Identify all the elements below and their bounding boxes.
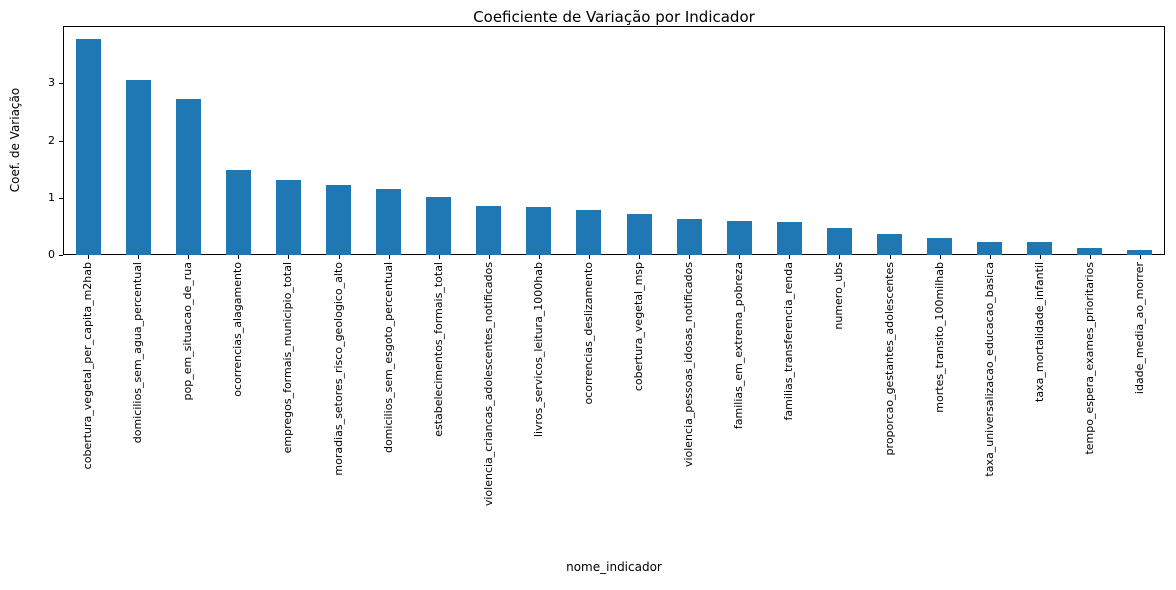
x-tick-label: ocorrencias_deslizamento [581,262,595,405]
bar-moradias_setores_risco_geologico_alto [326,184,351,255]
x-axis-label: nome_indicador [566,560,662,574]
bar-taxa_mortalidade_infantil [1027,242,1053,255]
x-tick-mark [438,255,440,259]
y-tick-label: 1 [48,190,55,204]
bar-idade_media_ao_morrer [1127,249,1153,255]
x-tick-label: livros_servicos_leitura_1000hab [531,262,545,438]
bar-mortes_transito_100milhab [927,237,953,255]
x-tick-mark [689,255,691,259]
bar-cobertura_vegetal_msp [626,213,652,255]
x-tick-mark [639,255,641,259]
x-tick-label: violencia_pessoas_idosas_notificados [682,262,696,468]
bar-tempo_espera_exames_prioritarios [1077,247,1103,255]
x-tick-mark [889,255,891,259]
bar-domicilios_sem_esgoto_percentual [376,188,402,255]
bar-familias_em_extrema_pobreza [726,221,752,255]
x-tick-label: cobertura_vegetal_per_capita_m2hab [81,262,95,470]
x-tick-label: ocorrencias_alagamento [231,262,245,397]
bar-proporcao_gestantes_adolescentes [877,234,902,255]
bar-cobertura_vegetal_per_capita_m2hab [75,38,101,255]
bar-ocorrencias_alagamento [225,170,251,255]
x-tick-mark [88,255,90,259]
bar-empregos_formais_municipio_total [275,180,301,255]
chart-title: Coeficiente de Variação por Indicador [473,8,755,26]
x-tick-mark [588,255,590,259]
x-tick-mark [288,255,290,259]
y-tick-mark [59,140,63,142]
x-tick-label: cobertura_vegetal_msp [632,262,646,392]
y-tick-label: 3 [48,76,55,90]
bar-livros_servicos_leitura_1000hab [526,206,552,255]
x-tick-mark [1039,255,1041,259]
bar-violencia_criancas_adolescentes_notificados [476,205,502,255]
x-tick-mark [488,255,490,259]
bar-taxa_universalizacao_educacao_basica [977,241,1003,255]
x-tick-label: violencia_criancas_adolescentes_notifica… [481,262,495,507]
x-tick-mark [939,255,941,259]
x-tick-mark [238,255,240,259]
x-tick-label: estabelecimentos_formais_total [431,262,445,437]
y-tick-mark [59,83,63,85]
x-tick-mark [388,255,390,259]
bar-pop_em_situacao_de_rua [175,99,201,255]
x-tick-mark [1089,255,1091,259]
x-tick-label: numero_ubs [832,262,846,330]
x-tick-label: taxa_universalizacao_educacao_basica [982,262,996,477]
y-tick-label: 2 [48,133,55,147]
x-tick-mark [1139,255,1141,259]
x-tick-label: taxa_mortalidade_infantil [1032,262,1046,402]
bar-estabelecimentos_formais_total [426,197,452,255]
x-tick-label: mortes_transito_100milhab [932,262,946,413]
x-tick-label: familias_transferencia_renda [782,262,796,421]
x-tick-label: tempo_espera_exames_prioritarios [1082,262,1096,455]
x-tick-mark [789,255,791,259]
y-tick-label: 0 [48,248,55,261]
x-tick-label: empregos_formais_municipio_total [281,262,295,454]
x-tick-label: pop_em_situacao_de_rua [181,262,195,401]
x-tick-label: idade_media_ao_morrer [1132,262,1146,395]
y-tick-mark [59,255,63,256]
x-tick-mark [338,255,340,259]
x-tick-label: domicilios_sem_agua_percentual [131,262,145,444]
x-tick-label: moradias_setores_risco_geologico_alto [331,262,345,476]
bar-numero_ubs [826,227,852,255]
x-tick-mark [989,255,991,259]
x-tick-mark [538,255,540,259]
bar-domicilios_sem_agua_percentual [125,80,151,255]
x-tick-label: proporcao_gestantes_adolescentes [882,262,896,456]
x-tick-mark [138,255,140,259]
y-tick-mark [59,197,63,199]
bar-violencia_pessoas_idosas_notificados [676,218,702,255]
x-tick-mark [839,255,841,259]
bar-familias_transferencia_renda [776,222,802,255]
x-tick-label: familias_em_extrema_pobreza [732,262,746,430]
x-tick-label: domicilios_sem_esgoto_percentual [381,262,395,454]
x-tick-mark [739,255,741,259]
x-tick-mark [188,255,190,259]
bar-ocorrencias_deslizamento [576,210,602,255]
